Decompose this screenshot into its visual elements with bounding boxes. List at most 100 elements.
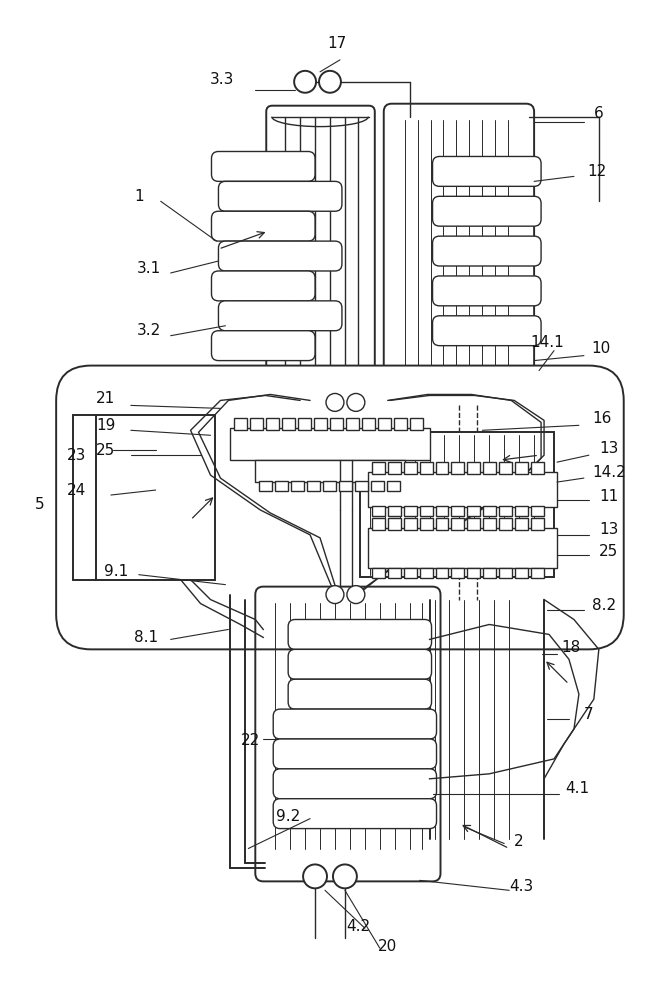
Bar (404, 518, 417, 530)
Bar (467, 568, 480, 578)
Text: 2: 2 (514, 834, 524, 849)
FancyBboxPatch shape (288, 619, 432, 649)
FancyBboxPatch shape (432, 156, 541, 186)
Bar (330, 418, 343, 430)
Text: 25: 25 (599, 544, 618, 559)
Text: 14.1: 14.1 (530, 335, 564, 350)
Bar (420, 506, 432, 516)
Bar (314, 418, 327, 430)
Bar (531, 462, 544, 474)
Bar (436, 462, 449, 474)
Bar (436, 518, 449, 530)
Bar (234, 418, 247, 430)
Bar (307, 481, 320, 491)
Circle shape (294, 71, 316, 93)
Text: 13: 13 (599, 522, 618, 537)
Text: 9.1: 9.1 (104, 564, 128, 579)
FancyBboxPatch shape (288, 679, 432, 709)
Text: 21: 21 (96, 391, 116, 406)
Text: 12: 12 (587, 164, 607, 179)
Bar (251, 418, 263, 430)
Text: 9.2: 9.2 (276, 809, 300, 824)
Text: 8.2: 8.2 (592, 598, 616, 613)
FancyBboxPatch shape (212, 151, 315, 181)
Text: 22: 22 (241, 733, 260, 748)
Text: 3.1: 3.1 (137, 261, 161, 276)
Text: 4.2: 4.2 (346, 919, 370, 934)
FancyBboxPatch shape (219, 241, 342, 271)
Bar (372, 506, 385, 516)
Bar (282, 418, 295, 430)
Text: 1: 1 (134, 189, 144, 204)
Bar (420, 568, 432, 578)
Bar (515, 462, 528, 474)
Bar (451, 568, 464, 578)
Text: 23: 23 (66, 448, 86, 463)
Bar (531, 518, 544, 530)
Bar (368, 472, 557, 507)
Bar (372, 568, 385, 578)
FancyBboxPatch shape (56, 366, 624, 649)
Bar (467, 518, 480, 530)
FancyBboxPatch shape (432, 196, 541, 226)
Bar (323, 481, 336, 491)
Text: 16: 16 (592, 411, 611, 426)
Bar (499, 518, 512, 530)
FancyBboxPatch shape (212, 211, 315, 241)
Text: 19: 19 (96, 418, 116, 433)
Bar (360, 432, 554, 577)
Bar (483, 518, 496, 530)
Circle shape (326, 586, 344, 604)
Text: 25: 25 (96, 443, 116, 458)
Bar (394, 418, 407, 430)
Bar (266, 418, 279, 430)
Bar (483, 506, 496, 516)
Bar (483, 462, 496, 474)
FancyBboxPatch shape (273, 709, 437, 739)
FancyBboxPatch shape (219, 301, 342, 331)
FancyBboxPatch shape (212, 271, 315, 301)
Text: 13: 13 (599, 441, 618, 456)
Bar (230, 428, 430, 460)
Bar (467, 462, 480, 474)
Bar (275, 481, 288, 491)
Bar (499, 506, 512, 516)
FancyBboxPatch shape (273, 799, 437, 829)
Circle shape (326, 393, 344, 411)
Bar (388, 518, 400, 530)
Bar (515, 518, 528, 530)
Bar (420, 518, 432, 530)
Bar (259, 481, 272, 491)
Bar (483, 568, 496, 578)
Circle shape (319, 71, 341, 93)
Text: 17: 17 (327, 36, 346, 51)
Bar (346, 418, 359, 430)
Text: 8.1: 8.1 (133, 630, 158, 645)
FancyBboxPatch shape (432, 236, 541, 266)
Bar (404, 506, 417, 516)
FancyBboxPatch shape (273, 769, 437, 799)
FancyBboxPatch shape (212, 331, 315, 361)
Bar (404, 568, 417, 578)
Text: 4.3: 4.3 (509, 879, 533, 894)
Bar (409, 418, 422, 430)
Circle shape (347, 393, 365, 411)
FancyBboxPatch shape (288, 649, 432, 679)
Bar (371, 481, 383, 491)
Text: 18: 18 (561, 640, 581, 655)
Bar (298, 418, 311, 430)
Text: 24: 24 (66, 483, 86, 498)
Circle shape (303, 864, 327, 888)
Text: 5: 5 (35, 497, 44, 512)
Bar (96, 415, 215, 580)
Bar (378, 418, 391, 430)
Text: 11: 11 (599, 489, 618, 504)
Bar (436, 568, 449, 578)
Bar (388, 506, 400, 516)
Bar (291, 481, 304, 491)
Bar (368, 528, 557, 568)
Bar (255, 460, 405, 482)
Bar (467, 506, 480, 516)
Text: 20: 20 (378, 939, 397, 954)
Bar (515, 568, 528, 578)
